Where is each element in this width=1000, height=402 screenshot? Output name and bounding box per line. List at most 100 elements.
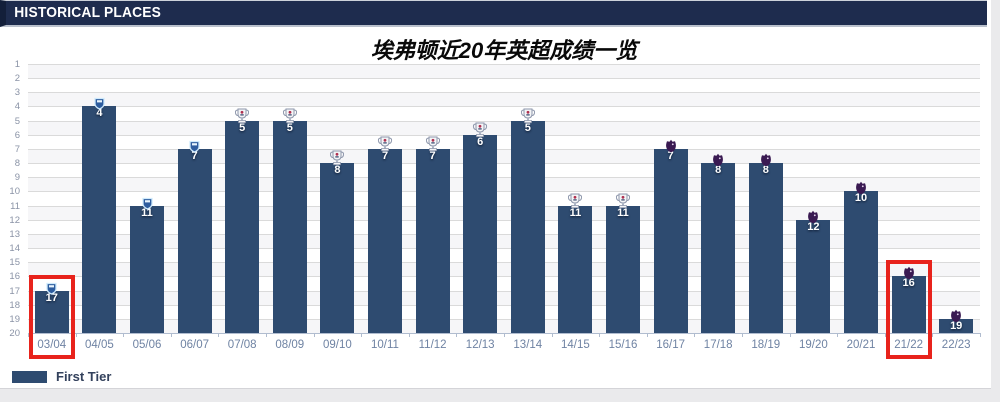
bar-value-label: 10 (854, 192, 868, 205)
y-axis-tick-label: 16 (9, 271, 20, 283)
bar-value-label: 16 (902, 277, 915, 290)
gridline (28, 191, 980, 193)
plot-row-band (28, 92, 980, 107)
x-axis-tick (599, 333, 601, 337)
bar-21/22[interactable] (891, 276, 926, 333)
x-axis-tick (123, 333, 125, 337)
bar-20/21[interactable] (844, 191, 878, 333)
bar-value-label: 19 (950, 319, 963, 332)
barclays-trophy-icon (472, 122, 488, 144)
y-axis-tick-label: 14 (9, 243, 20, 255)
bar-05/06[interactable] (130, 205, 164, 333)
panel-header: HISTORICAL PLACES (0, 0, 987, 27)
plot-row-band (28, 290, 980, 305)
x-axis-tick (742, 333, 743, 337)
x-axis-tick (980, 333, 981, 337)
gridline (28, 134, 980, 136)
bar-19/20[interactable] (796, 219, 831, 333)
x-axis-label-07/08: 07/08 (227, 339, 257, 351)
bar-06/07[interactable] (177, 148, 212, 333)
bar-15/16[interactable] (606, 205, 640, 333)
bar-22/23[interactable] (939, 318, 974, 333)
x-axis-label-09/10: 09/10 (323, 339, 352, 351)
bar-12/13[interactable] (463, 134, 498, 333)
bar-value-label: 7 (381, 149, 389, 162)
bar-17/18[interactable] (701, 163, 736, 333)
plot-row-band (28, 148, 980, 164)
y-axis-tick-label: 2 (14, 73, 20, 85)
x-axis-label-15/16: 15/16 (608, 339, 638, 351)
bar-value-label: 5 (286, 121, 293, 134)
legend-item-first-tier[interactable]: First Tier (12, 369, 111, 384)
barclays-trophy-icon (329, 150, 345, 172)
y-axis-tick-label: 15 (9, 257, 20, 269)
y-axis-tick-label: 8 (14, 158, 20, 170)
y-axis-tick-label: 20 (9, 328, 20, 339)
page-right-strip (991, 0, 1000, 402)
x-axis-tick (932, 333, 934, 337)
bar-09/10[interactable] (320, 163, 355, 333)
bar-04/05[interactable] (82, 106, 117, 333)
x-axis-tick (218, 333, 220, 337)
barclays-trophy-icon (615, 193, 631, 215)
y-axis-tick-label: 17 (9, 285, 20, 297)
y-axis-tick-label: 18 (9, 299, 20, 311)
gridline (28, 262, 980, 264)
x-axis-label-11/12: 11/12 (418, 339, 447, 351)
gridline (28, 219, 980, 221)
legend-swatch (12, 370, 47, 383)
bar-value-label: 12 (807, 220, 820, 233)
x-axis-tick (361, 333, 363, 337)
pl-lion-icon (807, 210, 819, 229)
x-axis-label-05/06: 05/06 (132, 339, 162, 351)
x-axis-label-08/09: 08/09 (275, 339, 305, 351)
pl-lion-icon (950, 309, 962, 328)
y-axis-tick-label: 3 (14, 87, 20, 99)
y-axis-tick-label: 13 (9, 228, 20, 240)
bar-10/11[interactable] (368, 148, 402, 333)
x-axis-tick (789, 333, 791, 337)
y-axis-tick-label: 5 (14, 115, 20, 127)
x-axis-label-10/11: 10/11 (371, 339, 399, 351)
plot-row-band (28, 120, 980, 135)
legend-label: First Tier (56, 369, 112, 384)
bar-value-label: 6 (477, 135, 484, 148)
x-axis-label-13/14: 13/14 (513, 339, 543, 351)
plot-row-band (28, 64, 980, 79)
barclays-crest-icon (188, 140, 201, 158)
bar-16/17[interactable] (653, 148, 688, 333)
barclays-trophy-icon (520, 108, 536, 130)
x-axis-tick (504, 333, 505, 337)
panel-header-title: HISTORICAL PLACES (14, 4, 162, 21)
bar-value-label: 11 (617, 206, 629, 219)
plot-row-band (28, 177, 980, 192)
bar-14/15[interactable] (558, 205, 593, 333)
y-axis-tick-label: 19 (9, 313, 20, 325)
bar-08/09[interactable] (272, 120, 307, 333)
x-axis-tick (456, 333, 458, 337)
bar-value-label: 11 (569, 206, 582, 219)
gridline (28, 318, 980, 320)
y-axis-tick-label: 10 (9, 186, 20, 198)
y-axis-tick-label: 1 (14, 59, 20, 70)
bar-13/14[interactable] (510, 120, 545, 333)
bar-value-label: 5 (524, 121, 531, 134)
gridline (28, 276, 980, 278)
x-axis-tick (28, 333, 29, 337)
x-axis-tick (170, 333, 172, 337)
bar-07/08[interactable] (225, 120, 260, 333)
gridline (28, 92, 980, 94)
bar-11/12[interactable] (415, 148, 450, 333)
bar-18/19[interactable] (748, 163, 783, 333)
x-axis-tick (884, 333, 886, 337)
bar-value-label: 5 (239, 121, 246, 134)
y-axis-tick-label: 12 (9, 214, 20, 226)
bar-03/04[interactable] (34, 290, 69, 333)
x-axis-label-21/22: 21/22 (894, 339, 923, 351)
x-axis-label-18/19: 18/19 (751, 339, 781, 351)
bar-value-label: 8 (715, 164, 722, 177)
gridline (28, 106, 980, 108)
bar-value-label: 8 (762, 164, 769, 177)
x-axis-label-03/04: 03/04 (37, 339, 67, 351)
